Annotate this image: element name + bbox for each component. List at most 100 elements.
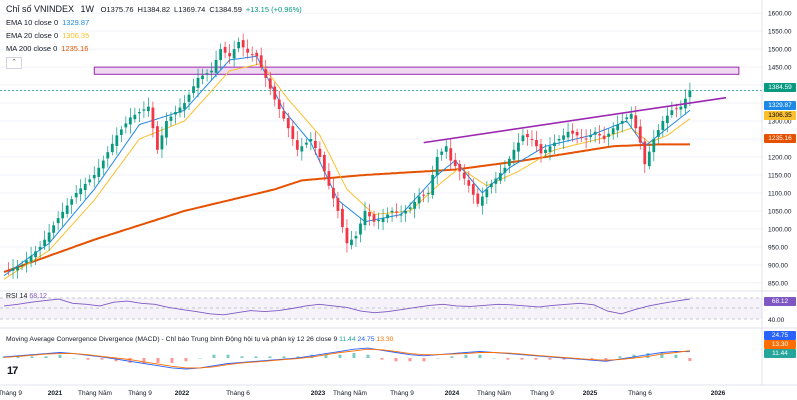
candle-body — [670, 110, 674, 116]
candle-body — [386, 214, 389, 219]
candle-body — [688, 90, 692, 98]
candle-body — [652, 139, 656, 153]
candle-body — [79, 188, 83, 195]
candle-body — [282, 111, 286, 119]
candle-body — [174, 112, 177, 115]
ema20-path — [3, 62, 691, 280]
macd-legend[interactable]: Moving Average Convergence Divergence (M… — [6, 336, 394, 343]
price-tick-label: 1500.00 — [768, 47, 792, 54]
macd-histogram-bar — [646, 353, 650, 358]
time-tick-label: Tháng 9 — [390, 390, 414, 397]
candle-body — [562, 135, 565, 140]
rsi-legend[interactable]: RSI 14 68.12 — [6, 293, 47, 300]
candle-body — [137, 112, 141, 114]
macd-histogram-bar — [198, 358, 202, 359]
candle-body — [498, 173, 502, 181]
candle-body — [228, 53, 232, 57]
time-axis[interactable]: Tháng 9 2021 Tháng Năm Tháng 9 2022 Tháng 6 20… — [0, 384, 797, 397]
candle-body — [11, 268, 15, 271]
last-price-tag: 1384.59 — [764, 83, 796, 92]
macd-histogram-bar — [212, 354, 216, 358]
ema20-legend[interactable]: EMA 20 close 0 1306.35 — [6, 31, 90, 40]
candle-body — [449, 148, 453, 161]
candle-body — [101, 160, 105, 169]
price-tick-label: 1100.00 — [768, 190, 791, 197]
trendline[interactable] — [423, 96, 727, 144]
ema10-legend[interactable]: EMA 10 close 0 1329.87 — [6, 18, 90, 27]
rsi-band — [0, 298, 762, 319]
time-tick-label: 2026 — [711, 390, 726, 397]
candle-body — [598, 133, 602, 136]
candle-body — [584, 138, 588, 140]
candle-body — [526, 133, 529, 138]
candle-body — [535, 139, 538, 147]
candle-body — [508, 158, 511, 166]
ema10-tag: 1329.87 — [764, 101, 796, 110]
ema10-line — [3, 55, 691, 277]
candle-body — [56, 218, 60, 224]
macd-histogram-bar — [268, 356, 272, 358]
time-tick-label: 2023 — [311, 390, 326, 397]
candle-body — [219, 49, 222, 61]
resistance-zone[interactable] — [0, 66, 762, 91]
time-tick-label: Tháng 9 — [0, 390, 22, 397]
candle-body — [530, 139, 534, 141]
candle-body — [453, 159, 457, 166]
rsi-level-label: 40.00 — [768, 317, 785, 324]
price-tick-label: 1550.00 — [768, 29, 792, 36]
candle-body — [309, 139, 313, 142]
candle-body — [268, 78, 272, 89]
candle-body — [165, 121, 168, 138]
change-value: +13.15 (+0.96%) — [245, 5, 302, 14]
interval[interactable]: 1W — [80, 4, 95, 14]
price-tick-label: 900.00 — [768, 262, 788, 269]
candle-body — [142, 109, 146, 111]
candle-body — [381, 218, 385, 223]
macd-histogram-bar — [100, 358, 104, 360]
candle-body — [512, 149, 516, 160]
candle-body — [417, 196, 421, 204]
candle-body — [485, 189, 489, 198]
price-tick-label: 950.00 — [768, 244, 788, 251]
candle-body — [25, 260, 28, 264]
symbol-name[interactable]: Chỉ số VNINDEX — [6, 4, 75, 14]
candle-body — [426, 192, 430, 194]
macd-tag: 24.75 — [764, 331, 796, 340]
candle-body — [629, 113, 633, 119]
candle-body — [616, 124, 620, 131]
candle-body — [435, 156, 439, 176]
macd-histogram-bar — [240, 356, 244, 358]
candle-body — [611, 128, 615, 134]
ma200-legend[interactable]: MA 200 close 0 1235.16 — [6, 44, 89, 53]
candle-body — [372, 214, 376, 222]
candle-body — [467, 180, 471, 186]
price-tick-label: 850.00 — [768, 280, 788, 287]
candle-body — [210, 70, 213, 73]
candle-body — [83, 183, 87, 191]
time-tick-label: 2021 — [48, 390, 63, 397]
price-axis[interactable]: 1600.001550.001500.001450.001400.001350.… — [761, 0, 792, 385]
price-tick-label: 1600.00 — [768, 11, 792, 18]
chevron-up-icon[interactable]: ⌃ — [6, 57, 22, 69]
time-tick-label: Tháng 9 — [530, 390, 554, 397]
candle-body — [359, 223, 362, 235]
candle-body — [471, 184, 475, 195]
macd-histogram-bar — [16, 356, 20, 358]
candle-body — [300, 146, 304, 152]
candle-body — [363, 210, 367, 226]
candle-body — [553, 142, 556, 147]
candle-body — [291, 126, 295, 140]
price-tick-label: 1450.00 — [768, 65, 792, 72]
resistance-rect — [93, 66, 740, 75]
macd-histogram-bar — [254, 356, 258, 358]
candle-body — [368, 212, 371, 217]
candle-body — [422, 194, 426, 196]
macd-histogram-bar — [660, 353, 664, 358]
candle-body — [151, 107, 155, 129]
price-tick-label: 1000.00 — [768, 226, 792, 233]
macd-histogram-bar — [72, 358, 76, 359]
candle-body — [160, 135, 164, 150]
ema10-path — [3, 55, 691, 277]
trendline-path — [423, 96, 727, 144]
